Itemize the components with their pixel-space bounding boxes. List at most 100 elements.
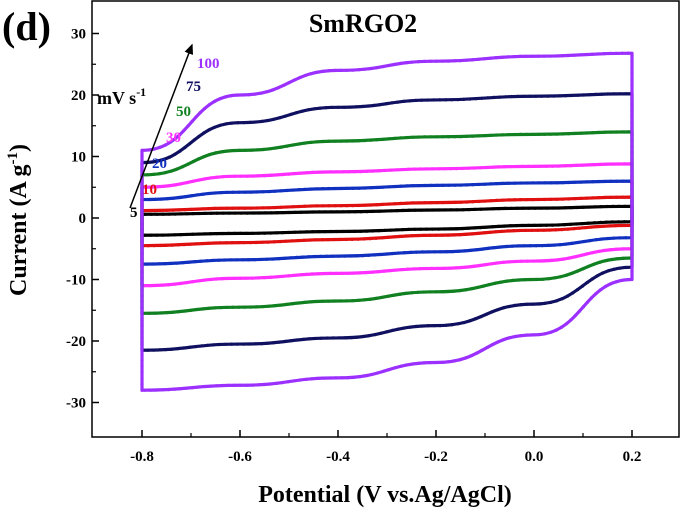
cv-point-5 <box>539 206 543 210</box>
cv-point-10 <box>272 240 276 244</box>
cv-point-5 <box>490 225 495 229</box>
cv-point-50 <box>163 171 168 175</box>
cv-point-50 <box>326 299 331 303</box>
cv-point-100 <box>140 310 144 314</box>
cv-point-75 <box>484 312 488 316</box>
cv-point-50 <box>464 288 468 292</box>
cv-point-75 <box>570 93 574 98</box>
cv-point-20 <box>289 256 293 260</box>
cv-point-100 <box>584 52 588 57</box>
cv-point-75 <box>525 302 529 306</box>
cv-point-50 <box>511 278 515 282</box>
cv-point-75 <box>360 104 364 109</box>
cv-point-10 <box>350 237 354 241</box>
cv-point-5 <box>365 229 369 233</box>
cv-point-75 <box>495 308 500 312</box>
cv-point-5 <box>521 206 525 210</box>
cv-point-5 <box>185 232 189 237</box>
cv-point-100 <box>256 383 260 387</box>
cv-point-100 <box>630 227 634 231</box>
cv-point-75 <box>218 123 222 127</box>
cv-point-75 <box>312 107 316 111</box>
cv-point-20 <box>271 257 275 261</box>
cv-point-75 <box>266 118 270 123</box>
cv-point-100 <box>287 81 291 85</box>
cv-point-50 <box>470 287 474 291</box>
cv-point-10 <box>549 197 553 201</box>
cv-point-75 <box>396 327 400 331</box>
cv-point-100 <box>232 383 236 387</box>
cv-point-75 <box>223 342 228 346</box>
cv-point-100 <box>422 361 426 365</box>
cv-point-30 <box>602 248 607 252</box>
cv-point-100 <box>398 61 403 65</box>
cv-point-100 <box>316 376 320 380</box>
cv-point-5 <box>263 231 267 235</box>
cv-point-30 <box>227 174 231 178</box>
cv-point-75 <box>330 105 334 109</box>
cv-point-10 <box>543 197 547 202</box>
cv-point-100 <box>247 93 251 97</box>
cv-point-50 <box>321 139 325 144</box>
cv-point-75 <box>555 299 559 303</box>
cv-point-30 <box>275 173 279 177</box>
cv-point-100 <box>140 196 144 200</box>
cv-point-75 <box>277 340 281 344</box>
cv-curve-75 <box>140 92 634 352</box>
cv-point-50 <box>423 135 427 139</box>
cv-point-5 <box>305 210 309 214</box>
cv-point-20 <box>537 181 541 185</box>
cv-point-5 <box>556 223 561 227</box>
cv-point-100 <box>630 65 634 69</box>
cv-point-10 <box>176 243 180 247</box>
cv-point-30 <box>622 162 627 166</box>
cv-point-10 <box>579 196 583 200</box>
cv-point-100 <box>345 68 349 72</box>
cv-point-20 <box>519 181 523 185</box>
cv-point-10 <box>387 202 391 206</box>
cv-point-10 <box>393 202 397 206</box>
cv-point-50 <box>332 299 337 303</box>
cv-point-100 <box>190 119 194 123</box>
cv-point-100 <box>630 257 634 261</box>
cv-point-20 <box>157 262 161 266</box>
cv-point-10 <box>584 226 588 230</box>
cv-point-100 <box>630 269 634 273</box>
cv-point-30 <box>460 265 464 270</box>
axis-ticks: -0.8 -0.6 -0.4 -0.2 0.0 0.2 -30 -20 -10 0 10 20 30 <box>66 27 641 466</box>
cv-point-100 <box>630 185 634 189</box>
cv-point-100 <box>630 179 634 183</box>
cv-point-10 <box>315 204 319 208</box>
cv-point-100 <box>140 364 144 368</box>
cv-point-30 <box>167 283 171 287</box>
cv-point-20 <box>618 236 622 240</box>
cv-point-100 <box>140 280 144 284</box>
cv-point-50 <box>537 132 541 136</box>
cv-point-10 <box>386 235 390 239</box>
cv-point-75 <box>618 266 622 270</box>
cv-point-10 <box>267 206 271 210</box>
cv-point-30 <box>526 164 531 168</box>
x-axis-title: Potential (V vs.Ag/AgCl) <box>258 482 512 508</box>
cv-point-75 <box>194 345 198 349</box>
cv-point-10 <box>147 209 151 213</box>
cv-point-50 <box>381 137 385 141</box>
cv-point-5 <box>377 209 381 213</box>
cv-point-30 <box>359 170 363 174</box>
cv-point-75 <box>486 96 490 100</box>
cv-point-30 <box>287 172 291 176</box>
cv-point-20 <box>597 179 601 184</box>
cv-point-75 <box>566 294 570 298</box>
cv-point-10 <box>248 241 252 245</box>
cv-point-20 <box>343 254 347 258</box>
cv-point-5 <box>395 228 399 232</box>
cv-point-100 <box>178 133 182 137</box>
cv-point-100 <box>280 381 284 385</box>
cv-point-100 <box>149 388 153 392</box>
cv-point-100 <box>630 131 634 135</box>
cv-point-100 <box>577 309 582 313</box>
cv-point-50 <box>495 133 499 137</box>
cv-point-20 <box>195 193 199 197</box>
cv-point-50 <box>399 136 403 140</box>
cv-point-100 <box>399 364 403 368</box>
